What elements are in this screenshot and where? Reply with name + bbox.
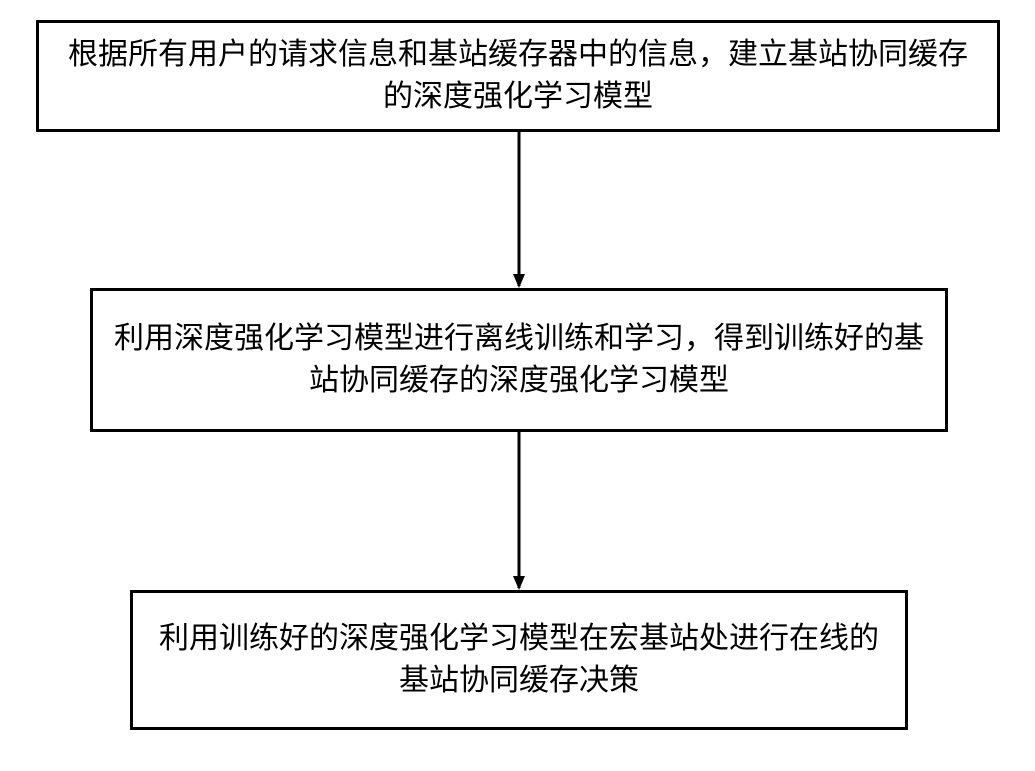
flow-node-3-label: 利用训练好的深度强化学习模型在宏基站处进行在线的基站协同缓存决策 <box>153 618 885 702</box>
flowchart-canvas: 根据所有用户的请求信息和基站缓存器中的信息，建立基站协同缓存的深度强化学习模型 … <box>0 0 1035 771</box>
flow-node-3: 利用训练好的深度强化学习模型在宏基站处进行在线的基站协同缓存决策 <box>130 590 908 730</box>
